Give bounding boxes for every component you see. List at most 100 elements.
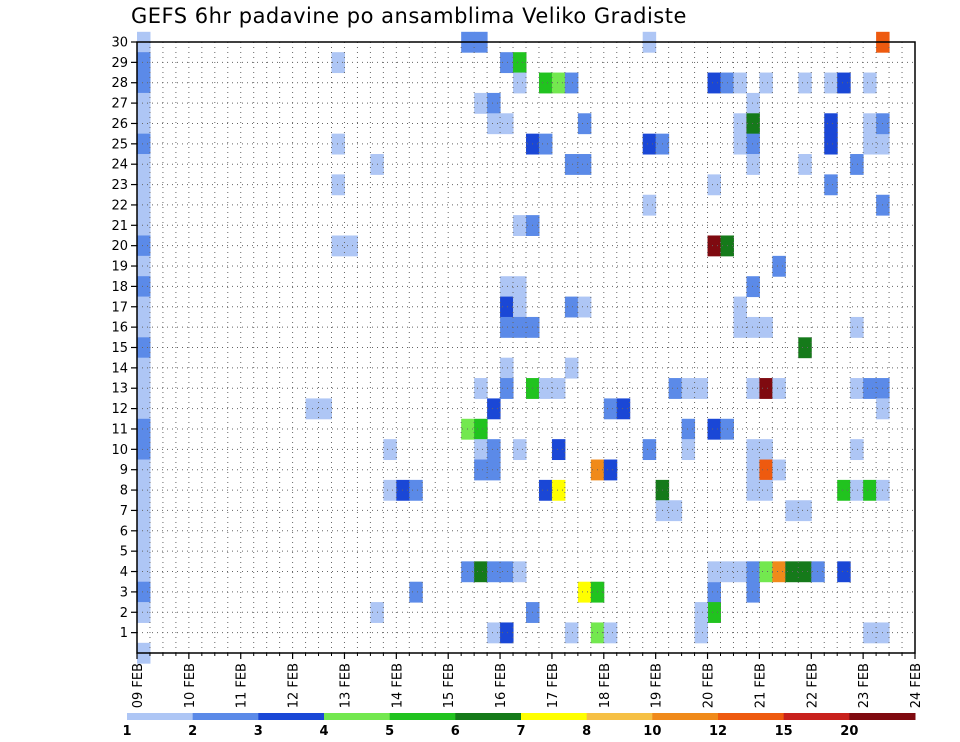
heatmap-cell <box>137 561 151 583</box>
legend-swatch <box>783 713 850 720</box>
heatmap-cell <box>137 316 151 338</box>
heatmap-cell <box>500 378 514 399</box>
heatmap-cell <box>383 439 397 461</box>
heatmap-cell <box>564 154 579 175</box>
heatmap-cell <box>137 398 151 420</box>
heatmap-cell <box>137 418 151 440</box>
legend-label: 6 <box>451 724 460 739</box>
x-tick-label: 22 FEB <box>805 663 820 708</box>
legend-swatch <box>652 713 719 720</box>
heatmap-cell <box>668 378 683 399</box>
heatmap-cell <box>500 276 514 298</box>
heatmap-cell <box>577 154 592 175</box>
heatmap-cell <box>603 398 618 420</box>
legend-label: 2 <box>188 724 197 739</box>
heatmap-cell <box>616 398 631 420</box>
heatmap-cell <box>837 72 851 94</box>
heatmap-cell <box>487 622 501 644</box>
heatmap-cell <box>487 561 501 583</box>
heatmap-cell <box>707 235 721 257</box>
x-tick-label: 11 FEB <box>235 663 250 708</box>
heatmap-cell <box>318 398 332 420</box>
heatmap-cell <box>474 439 488 461</box>
y-tick-label: 5 <box>120 545 128 560</box>
heatmap-cell <box>137 154 151 175</box>
heatmap-cell <box>746 459 760 481</box>
heatmap-cell <box>137 235 151 257</box>
heatmap-cell <box>824 113 838 135</box>
heatmap-cell <box>759 459 773 481</box>
heatmap-cell <box>396 479 410 501</box>
heatmap-cell <box>538 72 553 94</box>
heatmap-cell <box>137 357 151 379</box>
legend-label: 5 <box>385 724 394 739</box>
heatmap-cell <box>551 378 566 399</box>
legend-label: 20 <box>840 724 858 739</box>
y-tick-label: 17 <box>111 300 128 315</box>
heatmap-cell <box>707 174 721 196</box>
y-tick-label: 19 <box>111 260 128 275</box>
legend-swatch <box>258 713 325 720</box>
heatmap-cell <box>331 174 345 196</box>
heatmap-cell <box>772 255 786 277</box>
heatmap-cell <box>759 378 773 399</box>
heatmap-cell <box>137 255 151 277</box>
y-tick-label: 23 <box>111 178 128 193</box>
heatmap-cell <box>331 133 345 155</box>
heatmap-cell <box>850 439 864 461</box>
heatmap-cell <box>746 479 760 501</box>
legend-swatch <box>521 713 588 720</box>
x-tick-label: 18 FEB <box>598 663 613 708</box>
heatmap-cell <box>137 479 151 501</box>
heatmap-cell <box>668 500 683 522</box>
y-tick-label: 28 <box>111 76 128 91</box>
x-tick-label: 15 FEB <box>442 663 457 708</box>
heatmap-cell <box>500 561 514 583</box>
heatmap-cell <box>137 337 151 359</box>
heatmap-cell <box>863 113 877 135</box>
y-tick-label: 20 <box>111 239 128 254</box>
heatmap-cell <box>772 459 786 481</box>
y-tick-label: 10 <box>111 443 128 458</box>
heatmap-cell <box>137 459 151 481</box>
heatmap-cell <box>137 276 151 298</box>
heatmap-cell <box>863 479 877 501</box>
heatmap-cell <box>344 235 358 257</box>
heatmap-cell <box>824 133 838 155</box>
heatmap-cell <box>513 561 527 583</box>
heatmap-cell <box>538 133 553 155</box>
heatmap-cell <box>694 378 709 399</box>
heatmap-cell <box>746 316 760 338</box>
heatmap-cell <box>551 439 566 461</box>
heatmap-cell <box>863 133 877 155</box>
heatmap-cell <box>746 439 760 461</box>
heatmap-cell <box>707 418 721 440</box>
heatmap-cell <box>759 72 773 94</box>
heatmap-cell <box>850 154 864 175</box>
legend-swatch <box>586 713 653 720</box>
heatmap-cell <box>487 459 501 481</box>
heatmap-cell <box>772 378 786 399</box>
heatmap-cell <box>694 602 709 623</box>
heatmap-cell <box>707 72 721 94</box>
heatmap-cell <box>500 296 514 318</box>
heatmap-cell <box>487 398 501 420</box>
x-tick-label: 20 FEB <box>702 663 717 708</box>
y-tick-label: 13 <box>111 382 128 397</box>
x-tick-label: 24 FEB <box>909 663 924 708</box>
heatmap-cell <box>538 378 553 399</box>
heatmap-cell <box>577 581 592 603</box>
heatmap-cell <box>474 459 488 481</box>
legend-label: 4 <box>319 724 328 739</box>
heatmap-cell <box>513 439 527 461</box>
y-tick-label: 11 <box>111 422 128 437</box>
x-tick-label: 17 FEB <box>546 663 561 708</box>
y-tick-label: 15 <box>111 341 128 356</box>
x-tick-label: 21 FEB <box>753 663 768 708</box>
y-tick-label: 16 <box>111 321 128 336</box>
heatmap-cell <box>331 235 345 257</box>
heatmap-cell <box>746 561 760 583</box>
heatmap-cell <box>513 296 527 318</box>
y-tick-label: 4 <box>120 565 128 580</box>
heatmap-cell <box>746 581 760 603</box>
